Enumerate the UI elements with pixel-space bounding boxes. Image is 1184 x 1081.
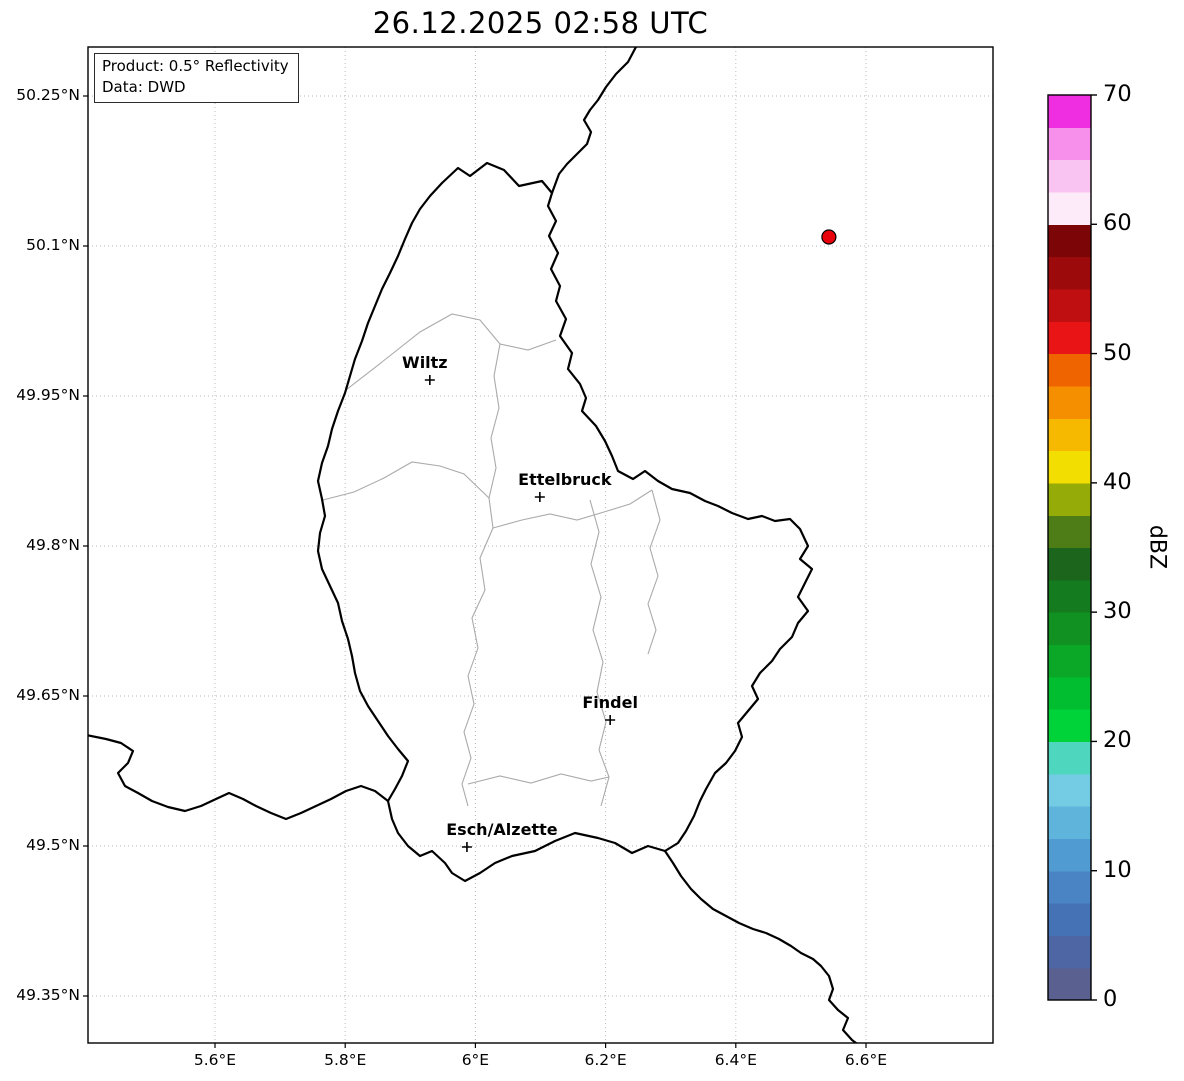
colorbar-segment-26 <box>1048 127 1091 161</box>
colorbar-segment-22 <box>1048 256 1091 290</box>
graticule-gridlines <box>88 47 993 1043</box>
city-plus-marker-3 <box>461 842 472 852</box>
y-tick-label-5: 49.5°N <box>26 836 80 854</box>
colorbar-segment-14 <box>1048 515 1091 549</box>
city-markers <box>424 375 616 852</box>
x-tick-label-3: 6.2°E <box>584 1051 627 1069</box>
france-germany-moselle-border <box>664 850 858 1043</box>
district-border-south-vertical-west <box>461 527 494 807</box>
colorbar-segment-15 <box>1048 482 1091 516</box>
y-tick-label-6: 49.35°N <box>16 986 80 1004</box>
colorbar-segment-0 <box>1048 967 1091 1001</box>
colorbar-segment-25 <box>1048 159 1091 193</box>
product-annotation-box: Product: 0.5° Reflectivity Data: DWD <box>94 53 299 103</box>
colorbar-tick-label-7: 70 <box>1103 81 1132 107</box>
colorbar-segment-1 <box>1048 935 1091 969</box>
country-borders <box>88 47 858 1043</box>
colorbar-segment-18 <box>1048 385 1091 419</box>
colorbar-segment-16 <box>1048 450 1091 484</box>
district-borders <box>322 313 661 807</box>
city-label-3: Esch/Alzette <box>446 820 558 839</box>
colorbar-tick-label-0: 0 <box>1103 986 1118 1012</box>
product-line: Product: 0.5° Reflectivity <box>102 57 289 75</box>
colorbar-segment-17 <box>1048 418 1091 452</box>
colorbar-segment-10 <box>1048 644 1091 678</box>
city-label-0: Wiltz <box>402 353 448 372</box>
city-label-2: Findel <box>582 693 638 712</box>
colorbar-segments <box>1048 95 1091 1001</box>
colorbar-segment-3 <box>1048 870 1091 904</box>
colorbar-frame <box>1047 94 1092 1001</box>
colorbar-segment-23 <box>1048 224 1091 258</box>
city-plus-marker-2 <box>605 715 616 725</box>
colorbar-tick-label-3: 30 <box>1103 598 1132 625</box>
colorbar-segment-9 <box>1048 676 1091 710</box>
y-tick-label-3: 49.8°N <box>26 536 80 554</box>
district-border-north <box>345 313 557 391</box>
x-tick-label-5: 6.6°E <box>844 1051 888 1069</box>
y-tick-label-1: 50.1°N <box>26 236 80 254</box>
x-tick-label-2: 6°E <box>461 1051 490 1069</box>
axis-tick-marks <box>83 95 867 1048</box>
radar-site-dot <box>821 229 837 245</box>
colorbar-segment-7 <box>1048 741 1091 775</box>
colorbar-tick-label-4: 40 <box>1103 468 1132 495</box>
colorbar-tick-label-1: 10 <box>1103 856 1132 883</box>
france-belgium-border <box>88 734 389 821</box>
y-tick-label-2: 49.95°N <box>16 386 80 404</box>
district-border-center-vertical <box>488 343 501 529</box>
colorbar-tick-label-6: 60 <box>1103 210 1132 237</box>
district-border-east-horizontal <box>492 489 653 529</box>
y-tick-label-0: 50.25°N <box>16 86 80 104</box>
colorbar-segment-20 <box>1048 321 1091 355</box>
colorbar-segment-8 <box>1048 709 1091 743</box>
district-border-south-vertical-east <box>589 499 610 807</box>
colorbar-segment-2 <box>1048 903 1091 936</box>
belgium-germany-border <box>550 47 638 194</box>
colorbar-segment-24 <box>1048 191 1091 225</box>
x-tick-label-0: 5.6°E <box>193 1051 237 1069</box>
data-source-line: Data: DWD <box>102 78 186 96</box>
district-border-south-horizontal <box>467 773 610 785</box>
colorbar-segment-6 <box>1048 773 1091 807</box>
colorbar-segment-12 <box>1048 579 1091 613</box>
colorbar-segment-27 <box>1048 95 1091 128</box>
x-tick-label-4: 6.4°E <box>714 1051 757 1069</box>
city-plus-marker-1 <box>534 492 545 502</box>
district-border-west-horizontal <box>322 461 490 501</box>
plot-title: 26.12.2025 02:58 UTC <box>372 6 709 40</box>
colorbar-segment-5 <box>1048 806 1091 839</box>
y-tick-label-4: 49.65°N <box>16 686 80 704</box>
plot-frame <box>87 46 994 1044</box>
colorbar-unit-label: dBZ <box>1144 524 1170 570</box>
city-label-1: Ettelbruck <box>518 470 612 489</box>
colorbar-tick-label-2: 20 <box>1103 727 1132 754</box>
colorbar-segment-13 <box>1048 547 1091 581</box>
district-border-east-vertical <box>647 489 661 655</box>
colorbar-tick-label-5: 50 <box>1103 339 1132 366</box>
colorbar-tick-marks <box>1091 94 1097 1001</box>
colorbar-segment-4 <box>1048 838 1091 872</box>
colorbar-segment-11 <box>1048 612 1091 646</box>
city-plus-marker-0 <box>424 375 435 385</box>
luxembourg-border <box>316 161 814 883</box>
colorbar-segment-21 <box>1048 288 1091 322</box>
x-tick-label-1: 5.8°E <box>324 1051 367 1069</box>
colorbar-segment-19 <box>1048 353 1091 387</box>
